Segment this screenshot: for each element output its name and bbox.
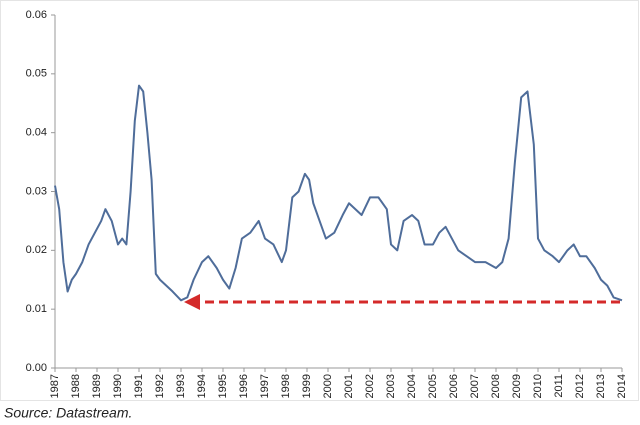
- x-tick-label: 1987: [49, 374, 61, 398]
- x-tick-label: 1990: [112, 374, 124, 398]
- y-tick-label: 0.04: [26, 127, 47, 139]
- source-note: Source: Datastream.: [4, 405, 132, 421]
- x-tick-label: 1997: [259, 374, 271, 398]
- x-tick-label: 2008: [490, 374, 502, 398]
- x-tick-label: 1998: [280, 374, 292, 398]
- y-tick-label: 0.06: [26, 9, 47, 21]
- chart-frame: [0, 0, 639, 401]
- y-tick-label: 0.05: [26, 68, 47, 80]
- y-tick-label: 0.02: [26, 244, 47, 256]
- y-tick-label: 0.00: [26, 362, 47, 374]
- arrow-head: [184, 294, 200, 310]
- x-tick-label: 2010: [532, 374, 544, 398]
- x-tick-label: 1996: [238, 374, 250, 398]
- x-tick-label: 2007: [469, 374, 481, 398]
- x-tick-label: 2009: [511, 374, 523, 398]
- x-tick-label: 2003: [385, 374, 397, 398]
- x-tick-label: 2012: [574, 374, 586, 398]
- y-tick-label: 0.03: [26, 185, 47, 197]
- line-series: [54, 84, 623, 302]
- x-tick-label: 1989: [91, 374, 103, 398]
- y-tick-label: 0.01: [26, 303, 47, 315]
- x-tick-label: 1999: [301, 374, 313, 398]
- x-tick-label: 2011: [553, 374, 565, 398]
- x-tick-label: 2002: [364, 374, 376, 398]
- x-tick-label: 2001: [343, 374, 355, 398]
- x-tick-label: 2005: [427, 374, 439, 398]
- x-tick-label: 1995: [217, 374, 229, 398]
- x-tick-label: 2013: [595, 374, 607, 398]
- x-tick-label: 1993: [175, 374, 187, 398]
- x-tick-label: 2014: [616, 374, 628, 398]
- x-tick-label: 2006: [448, 374, 460, 398]
- x-tick-label: 1988: [70, 374, 82, 398]
- x-tick-label: 2004: [406, 374, 418, 398]
- x-tick-label: 1992: [154, 374, 166, 398]
- x-tick-label: 1994: [196, 374, 208, 398]
- x-tick-label: 1991: [133, 374, 145, 398]
- x-tick-label: 2000: [322, 374, 334, 398]
